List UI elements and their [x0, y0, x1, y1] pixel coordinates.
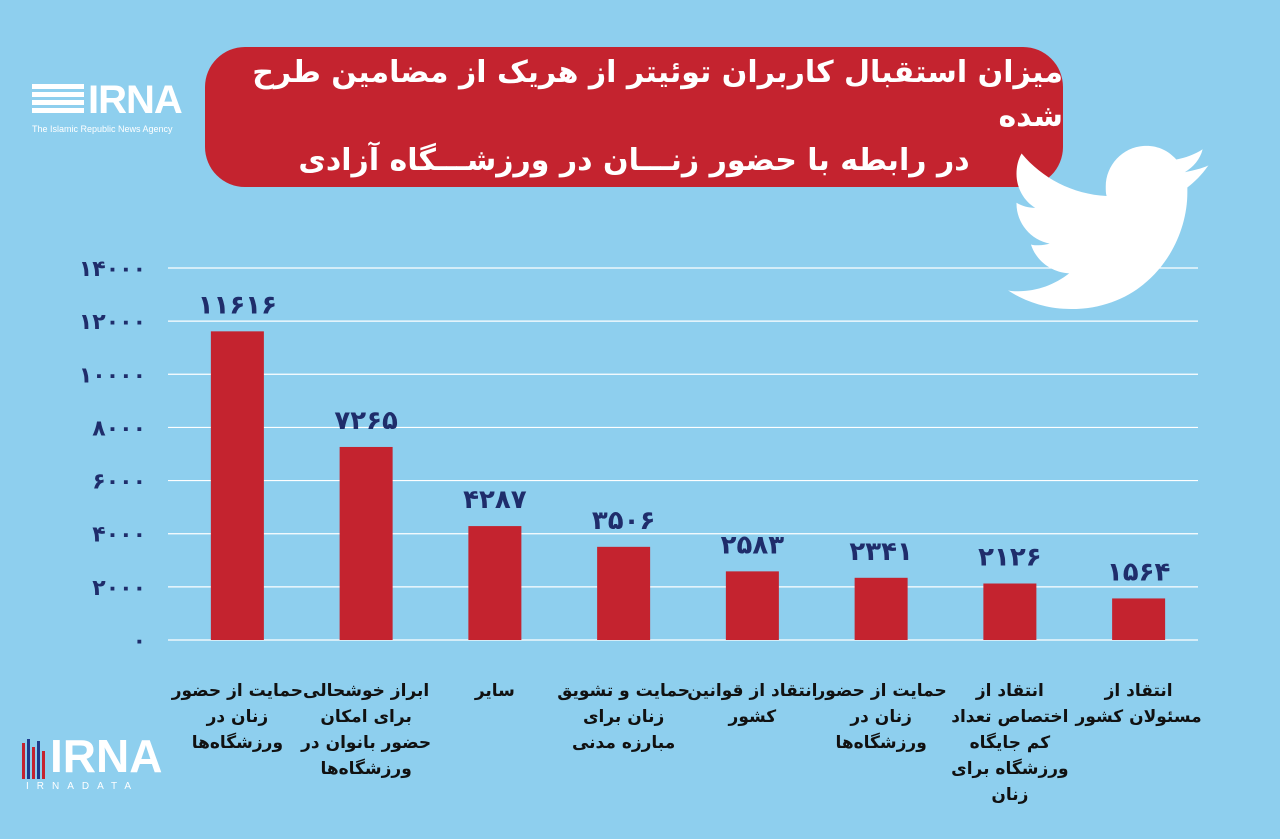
- x-tick-label: حمایت از حضور زنان در ورزشگاه‌ها: [171, 681, 304, 753]
- x-tick-label: انتقاد از مسئولان کشور: [1075, 681, 1202, 727]
- y-tick-label: ۴۰۰۰: [92, 523, 146, 548]
- bar-value-label: ۱۱۶۱۶: [198, 290, 277, 320]
- x-tick-label: ابراز خوشحالی برای امکان حضور بانوان در …: [301, 681, 432, 779]
- y-tick-label: ۶۰۰۰: [92, 470, 146, 495]
- irna-data-logo: IRNA IRNADATA: [22, 730, 192, 797]
- bar: [854, 577, 908, 640]
- bar: [725, 571, 779, 640]
- bar-value-label: ۳۵۰۶: [592, 506, 655, 536]
- y-tick-label: ۲۰۰۰: [92, 576, 146, 601]
- logo-top-subtitle: The Islamic Republic News Agency: [32, 124, 173, 134]
- chart-title-box: میزان استقبال کاربران توئیتر از هریک از …: [205, 47, 1063, 187]
- bar: [468, 526, 522, 640]
- data-bars-icon: [22, 739, 45, 779]
- bar: [597, 546, 651, 640]
- bar-value-label: ۷۲۶۵: [334, 406, 398, 436]
- x-tick-label: حمایت از حضور زنان در ورزشگاه‌ها: [815, 681, 947, 753]
- y-tick-label: ۱۰۰۰۰: [79, 363, 146, 388]
- logo-bottom-subtitle: IRNADATA: [26, 781, 140, 792]
- x-tick-label: انتقاد از قوانین کشور: [687, 681, 818, 727]
- y-tick-label: ۱۲۰۰۰: [79, 310, 146, 335]
- y-tick-label: ۱۴۰۰۰: [79, 257, 146, 282]
- bar-value-label: ۲۵۸۳: [721, 530, 785, 560]
- x-tick-label: انتقاد از اختصاص تعداد کم جایگاه ورزشگاه…: [951, 681, 1069, 805]
- logo-stripes-icon: [32, 84, 84, 120]
- bar-value-label: ۲۱۲۶: [978, 543, 1041, 573]
- irna-logo-top: IRNA The Islamic Republic News Agency: [30, 78, 200, 140]
- x-tick-label: حمایت و تشویق زنان برای مبارزه مدنی: [557, 681, 691, 753]
- chart-title-line1: میزان استقبال کاربران توئیتر از هریک از …: [252, 55, 1063, 134]
- bar: [983, 583, 1037, 640]
- logo-top-name: IRNA: [88, 78, 183, 122]
- bar: [1112, 598, 1166, 640]
- y-tick-label: ۸۰۰۰: [92, 416, 146, 441]
- bar-value-label: ۲۳۴۱: [849, 537, 912, 567]
- bar: [210, 331, 264, 640]
- bar-value-label: ۴۲۸۷: [463, 485, 527, 515]
- chart-title-line2: در رابطه با حضور زنـــان در ورزشـــگاه آ…: [298, 143, 970, 178]
- x-tick-label: سایر: [474, 681, 515, 701]
- logo-bottom-name: IRNA: [50, 730, 163, 782]
- bar: [339, 446, 393, 640]
- y-tick-label: ۰: [133, 629, 146, 654]
- bar-value-label: ۱۵۶۴: [1107, 557, 1170, 587]
